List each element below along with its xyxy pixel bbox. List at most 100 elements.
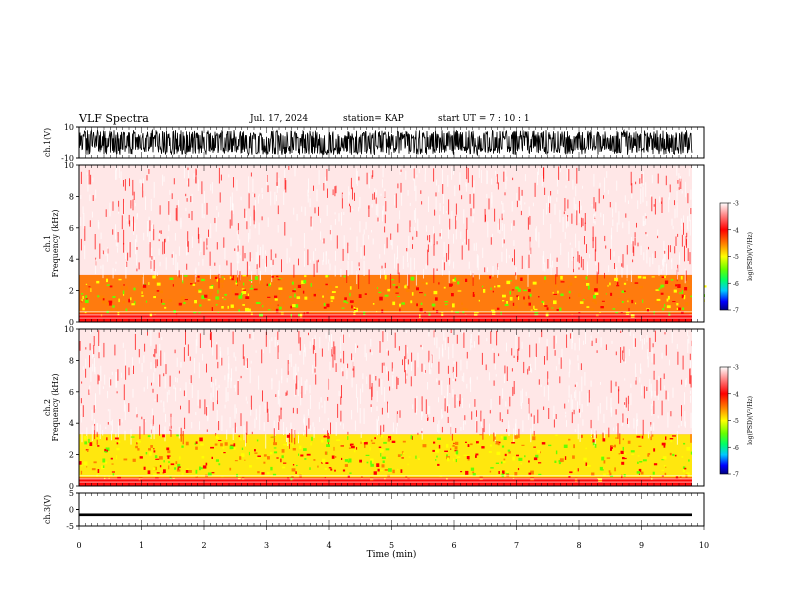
spectral-speckle [513, 240, 515, 246]
colorbar-label: log(PSD)(V²/Hz) [747, 232, 754, 281]
spectral-speckle [359, 408, 361, 424]
spectral-speckle [621, 290, 625, 293]
spectral-speckle [135, 445, 138, 449]
spectral-speckle [228, 174, 230, 178]
spectral-speckle [530, 413, 532, 417]
spectral-speckle [582, 299, 585, 301]
spectral-speckle [370, 460, 372, 465]
spectral-speckle [406, 362, 407, 379]
spectral-speckle [100, 295, 105, 300]
spectral-speckle [414, 360, 416, 376]
spectral-speckle [275, 308, 279, 313]
spectral-speckle [568, 385, 570, 398]
spectral-speckle [122, 290, 125, 295]
spectral-speckle [534, 308, 538, 311]
spectral-speckle [438, 302, 442, 304]
spectral-speckle [259, 405, 261, 415]
spectral-speckle [590, 434, 593, 437]
spectral-speckle [689, 219, 691, 236]
spectral-speckle [520, 390, 522, 406]
spectral-speckle [230, 377, 232, 389]
spectral-speckle [434, 209, 436, 216]
spectral-speckle [398, 272, 400, 283]
spectral-speckle [91, 468, 96, 471]
spectral-speckle [282, 466, 286, 469]
spectral-speckle [210, 184, 212, 191]
spectral-speckle [664, 385, 666, 390]
spectral-speckle [503, 458, 506, 461]
spectral-speckle [678, 173, 680, 188]
spectral-speckle [398, 346, 400, 351]
spectral-speckle [180, 296, 185, 301]
spectral-speckle [206, 429, 208, 432]
spectral-speckle [620, 347, 622, 363]
spectral-speckle [80, 195, 82, 199]
spectral-speckle [633, 418, 635, 429]
spectral-speckle [424, 167, 426, 175]
spectral-speckle [256, 269, 258, 276]
spectral-speckle [671, 331, 673, 344]
spectral-speckle [641, 174, 643, 184]
spectral-speckle [373, 471, 377, 475]
spectral-speckle [427, 418, 428, 421]
spectral-speckle [309, 259, 311, 263]
spectral-speckle [487, 221, 489, 238]
spectral-speckle [143, 355, 145, 363]
spectral-speckle [684, 268, 686, 284]
spectral-speckle [131, 205, 133, 209]
spectral-speckle [311, 218, 313, 231]
spectral-speckle [386, 237, 388, 249]
spectral-speckle [238, 295, 243, 299]
spectral-speckle [538, 379, 540, 385]
spectral-speckle [301, 385, 303, 398]
spectral-speckle [319, 416, 321, 423]
spectral-speckle [175, 313, 178, 318]
spectral-speckle [195, 339, 197, 354]
spectral-speckle [580, 256, 582, 268]
spectral-speckle [654, 391, 656, 398]
spectral-speckle [209, 286, 213, 289]
spectral-speckle [223, 278, 226, 280]
spectral-speckle [115, 309, 118, 313]
spectral-speckle [266, 255, 267, 267]
spectral-speckle [506, 471, 509, 473]
spectral-speckle [504, 304, 509, 306]
spectral-speckle [600, 469, 604, 471]
spectral-speckle [347, 363, 349, 369]
spectral-speckle [243, 356, 245, 366]
spectral-speckle [481, 446, 485, 449]
spectral-speckle [606, 171, 608, 178]
spectral-speckle [579, 391, 581, 406]
spectral-speckle [556, 267, 558, 277]
spectral-speckle [579, 200, 580, 214]
spectral-speckle [273, 451, 278, 454]
spectral-speckle [136, 442, 138, 445]
spectral-speckle [615, 311, 619, 314]
spectral-speckle [605, 344, 607, 350]
spectral-speckle [108, 475, 110, 479]
spectral-speckle [340, 336, 342, 352]
spectral-speckle [630, 450, 635, 453]
spectral-speckle [396, 257, 398, 270]
spectral-speckle [245, 307, 249, 312]
spectral-speckle [335, 286, 338, 288]
spectral-speckle [563, 444, 568, 448]
spectral-speckle [444, 301, 449, 303]
spectral-speckle [642, 299, 644, 303]
spectral-speckle [593, 294, 596, 299]
spectral-speckle [273, 420, 275, 436]
spectral-speckle [202, 258, 204, 266]
spectral-speckle [246, 358, 248, 368]
spectral-speckle [642, 419, 644, 436]
spectral-speckle [503, 288, 505, 292]
spectral-speckle [201, 181, 203, 195]
spectral-speckle [342, 423, 344, 430]
spectral-speckle [217, 311, 219, 314]
spectral-speckle [425, 282, 428, 285]
spectral-speckle [211, 456, 213, 459]
spectral-speckle [517, 288, 521, 292]
spectral-speckle [114, 437, 119, 440]
spectral-speckle [387, 474, 390, 478]
spectral-speckle [688, 168, 690, 177]
spectral-speckle [485, 214, 486, 222]
